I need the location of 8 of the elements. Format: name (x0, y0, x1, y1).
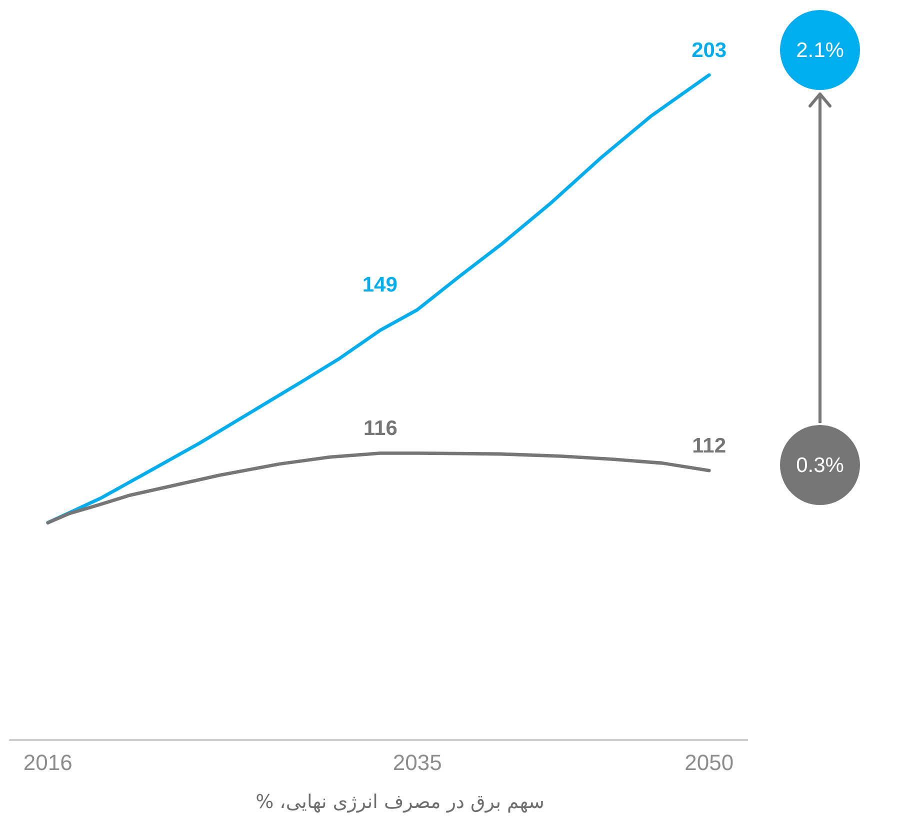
x-tick-label: 2035 (392, 750, 442, 775)
data-label: 116 (364, 417, 398, 440)
xlabel: سهم برق در مصرف انرژی نهایی، % (256, 791, 544, 813)
x-tick-label: 2016 (23, 750, 72, 775)
data-label: 203 (692, 39, 727, 62)
data-label: 112 (692, 434, 726, 458)
x-tick-label: 2050 (684, 750, 734, 775)
data-label: 149 (362, 274, 398, 297)
